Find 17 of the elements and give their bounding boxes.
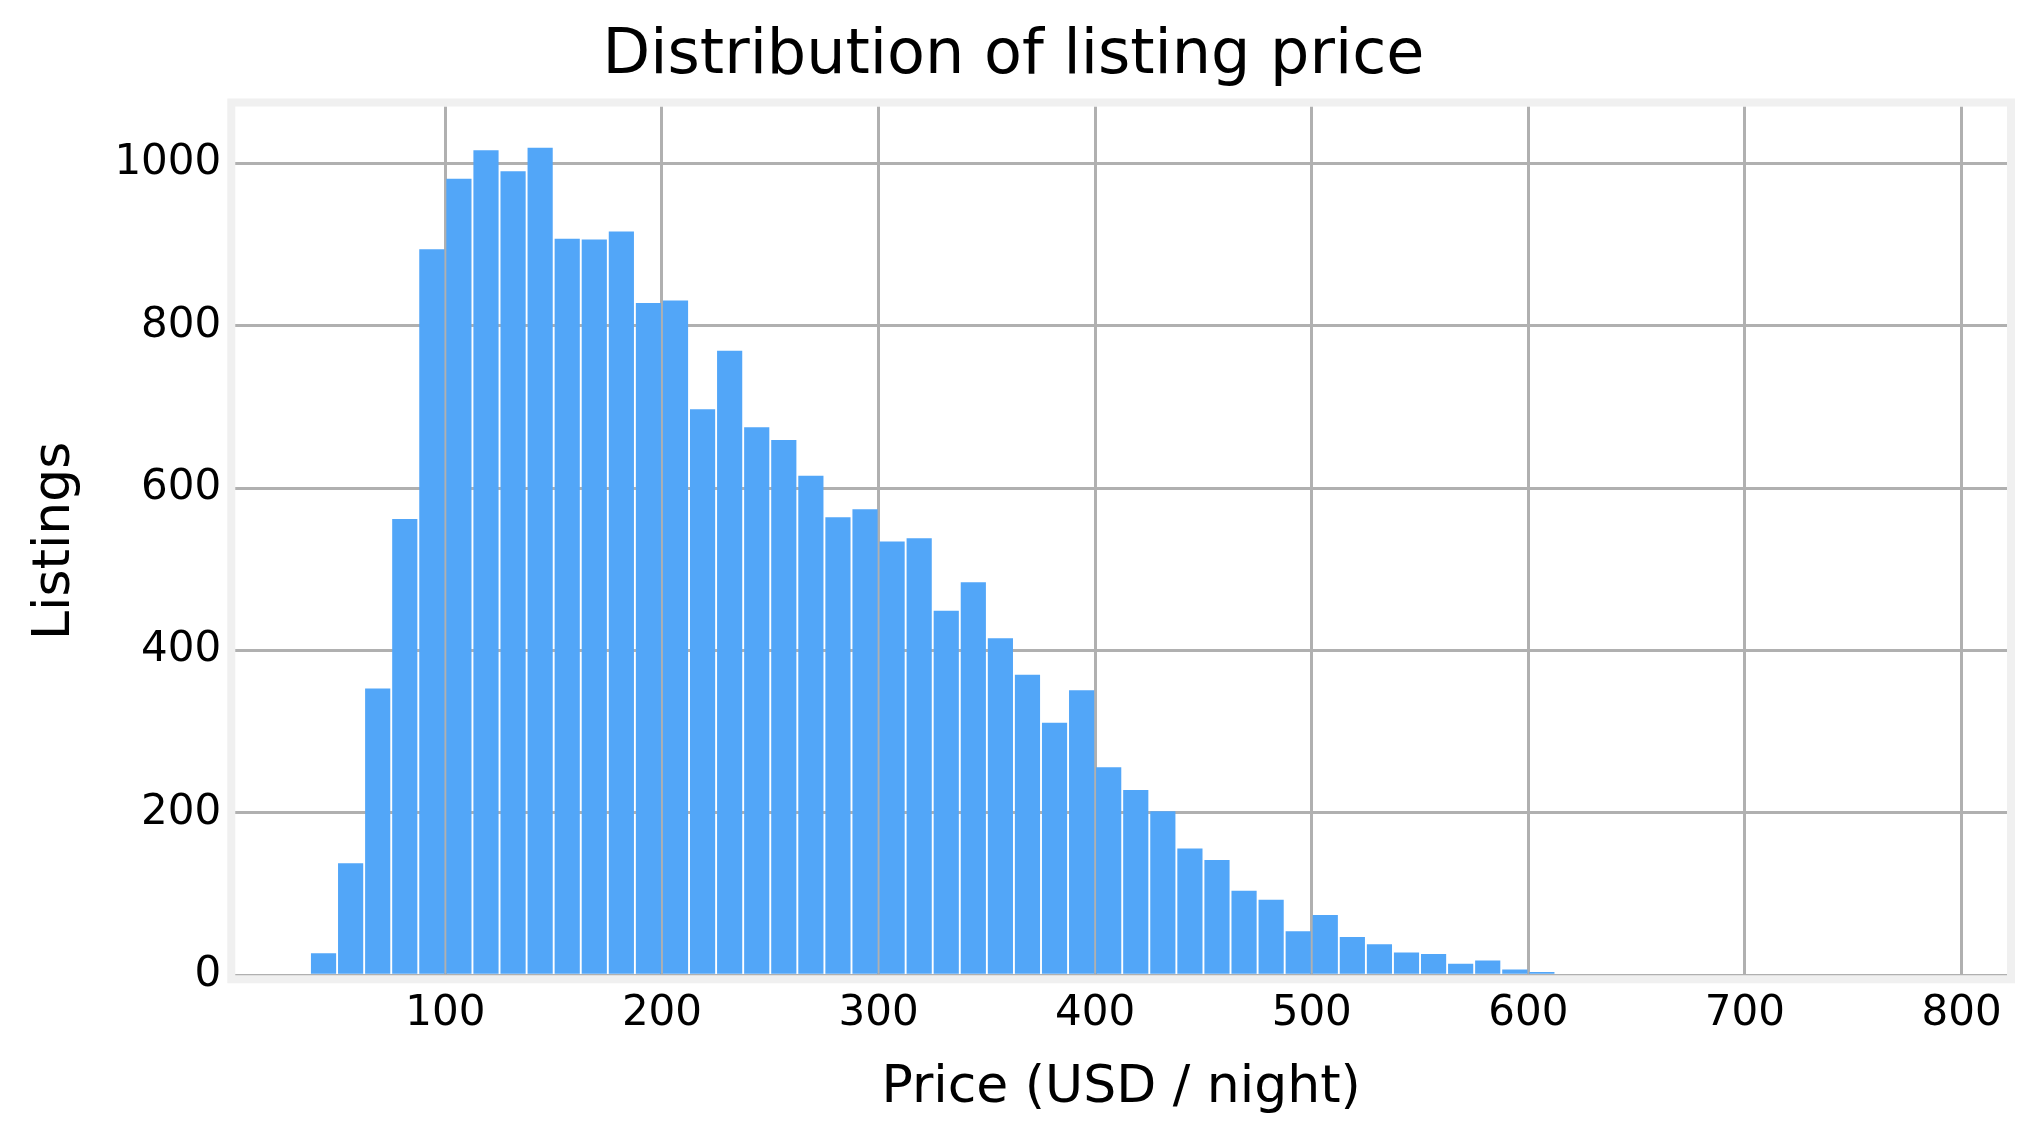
y-tick-label: 400 (141, 622, 222, 672)
y-tick-label: 800 (141, 297, 222, 347)
x-tick-label: 100 (405, 986, 486, 1036)
x-tick-label: 300 (838, 986, 919, 1036)
x-tick-label: 400 (1055, 986, 1136, 1036)
y-tick-label: 600 (141, 459, 222, 509)
y-tick-label: 1000 (114, 135, 222, 185)
chart-title: Distribution of listing price (602, 15, 1425, 89)
y-axis-title: Listings (20, 441, 81, 640)
x-tick-label: 800 (1921, 986, 2002, 1036)
x-tick-label: 500 (1271, 986, 1352, 1036)
x-axis-title: Price (USD / night) (881, 1054, 1361, 1115)
x-tick-label: 700 (1704, 986, 1786, 1036)
y-tick-label: 200 (141, 784, 222, 834)
x-tick-label: 200 (621, 986, 703, 1036)
x-tick-label: 600 (1488, 986, 1569, 1036)
y-tick-label: 0 (194, 947, 222, 997)
